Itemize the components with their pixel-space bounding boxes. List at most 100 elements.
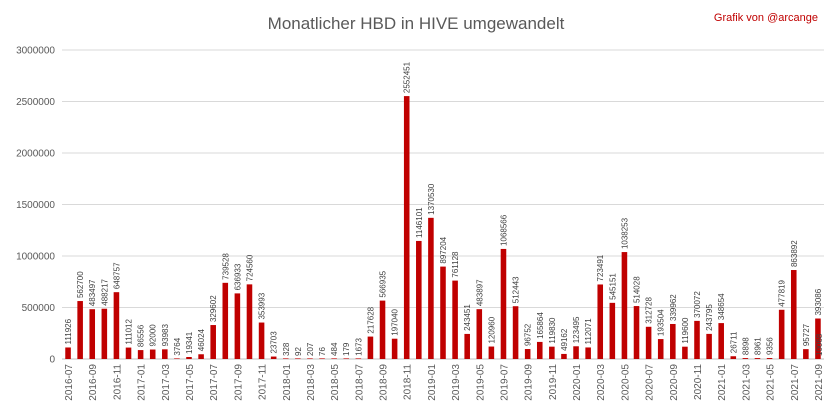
x-tick-label: 2019-07 bbox=[499, 364, 510, 401]
bar bbox=[379, 300, 386, 359]
x-tick-label: 2021-09 bbox=[814, 364, 825, 401]
data-label: 484 bbox=[330, 342, 339, 356]
x-tick-label: 2018-05 bbox=[330, 364, 341, 401]
data-label: 483897 bbox=[475, 279, 484, 306]
bar bbox=[670, 323, 676, 359]
bar bbox=[246, 284, 253, 359]
x-tick-label: 2021-07 bbox=[790, 364, 801, 401]
data-label: 23703 bbox=[270, 331, 279, 354]
bar bbox=[561, 353, 567, 359]
data-label: 545151 bbox=[608, 273, 617, 300]
data-label: 92000 bbox=[149, 324, 158, 347]
bar bbox=[706, 333, 712, 359]
x-tick-label: 2018-01 bbox=[282, 364, 293, 401]
x-tick-label: 2019-01 bbox=[427, 364, 438, 401]
x-tick-label: 2017-07 bbox=[209, 364, 220, 401]
x-tick-label: 2018-03 bbox=[306, 364, 317, 401]
x-tick-label: 2021-05 bbox=[766, 364, 777, 401]
data-label: 8961 bbox=[753, 337, 762, 355]
bar bbox=[657, 339, 664, 359]
data-label: 723491 bbox=[596, 254, 605, 281]
data-label: 9356 bbox=[766, 337, 775, 355]
y-tick-label: 1000000 bbox=[16, 252, 55, 263]
chart-credit: Grafik von @arcange bbox=[714, 12, 818, 24]
bar bbox=[391, 338, 398, 359]
x-axis-ticks: 2016-07 2016-09 2016-11 2017-01 2017-03 2017-… bbox=[64, 364, 825, 401]
bar bbox=[682, 346, 688, 359]
bar bbox=[113, 292, 120, 359]
bar bbox=[355, 358, 362, 359]
data-label: 863892 bbox=[790, 240, 799, 267]
data-label: 193504 bbox=[657, 309, 666, 336]
data-label: 26711 bbox=[729, 331, 738, 353]
y-tick-label: 2500000 bbox=[16, 97, 55, 108]
bar bbox=[149, 349, 156, 359]
data-label: 3764 bbox=[173, 337, 182, 355]
bar bbox=[645, 326, 652, 359]
y-tick-label: 3000000 bbox=[16, 46, 55, 57]
data-label: 562700 bbox=[76, 271, 85, 298]
data-label: 370072 bbox=[693, 291, 702, 318]
y-tick-label: 2000000 bbox=[16, 149, 55, 160]
data-label: 1673 bbox=[354, 337, 363, 355]
x-tick-label: 2017-05 bbox=[185, 364, 196, 401]
x-tick-label: 2020-11 bbox=[693, 364, 704, 400]
data-label: 512443 bbox=[512, 276, 521, 303]
x-tick-label: 2017-09 bbox=[233, 364, 244, 401]
data-label: 353993 bbox=[258, 292, 267, 319]
bar bbox=[476, 309, 483, 359]
data-label: 111012 bbox=[125, 319, 134, 345]
bar bbox=[464, 333, 470, 359]
bar bbox=[162, 349, 168, 359]
data-label: 197040 bbox=[391, 308, 400, 335]
x-tick-label: 2016-07 bbox=[64, 364, 75, 401]
x-tick-label: 2018-11 bbox=[403, 364, 414, 400]
data-label: 207 bbox=[306, 342, 315, 356]
bar bbox=[416, 240, 422, 359]
bar bbox=[125, 347, 132, 359]
data-label: 566935 bbox=[379, 270, 388, 297]
bar bbox=[331, 358, 337, 359]
data-label: 761128 bbox=[451, 251, 460, 278]
bar bbox=[803, 349, 809, 359]
x-tick-label: 2021-01 bbox=[717, 364, 728, 401]
bar bbox=[307, 358, 313, 359]
bar bbox=[65, 347, 71, 359]
x-tick-label: 2018-07 bbox=[354, 364, 365, 401]
bar bbox=[512, 306, 519, 359]
bar bbox=[319, 358, 325, 359]
bar bbox=[778, 309, 785, 359]
data-label: 2552451 bbox=[403, 61, 412, 93]
data-label: 243451 bbox=[463, 304, 472, 331]
bar bbox=[536, 341, 543, 359]
data-label: 393086 bbox=[814, 288, 823, 315]
data-label: 329602 bbox=[209, 295, 218, 322]
data-label: 92 bbox=[294, 347, 303, 356]
x-tick-label: 2020-01 bbox=[572, 364, 583, 401]
bar bbox=[585, 347, 591, 359]
data-label: 96752 bbox=[524, 323, 533, 346]
data-label: 49162 bbox=[560, 328, 569, 351]
data-label: 120960 bbox=[487, 316, 496, 343]
bar bbox=[89, 309, 96, 359]
bar bbox=[270, 356, 277, 359]
bar bbox=[77, 301, 83, 359]
data-label: 1038253 bbox=[620, 217, 629, 249]
data-label: 483497 bbox=[88, 279, 97, 306]
bar bbox=[210, 325, 216, 359]
y-tick-label: 500000 bbox=[22, 303, 56, 314]
bar bbox=[621, 252, 628, 359]
data-label: 312728 bbox=[645, 297, 654, 324]
bar bbox=[633, 306, 640, 359]
data-label: 897204 bbox=[439, 236, 448, 263]
x-tick-label: 2019-03 bbox=[451, 364, 462, 401]
data-label: 514028 bbox=[633, 276, 642, 303]
bar bbox=[597, 284, 604, 359]
bar bbox=[198, 354, 204, 359]
x-tick-label: 2020-07 bbox=[645, 364, 656, 401]
x-tick-label: 2019-05 bbox=[475, 364, 486, 401]
bar bbox=[573, 346, 579, 359]
bar bbox=[790, 270, 797, 359]
bar bbox=[295, 358, 301, 359]
